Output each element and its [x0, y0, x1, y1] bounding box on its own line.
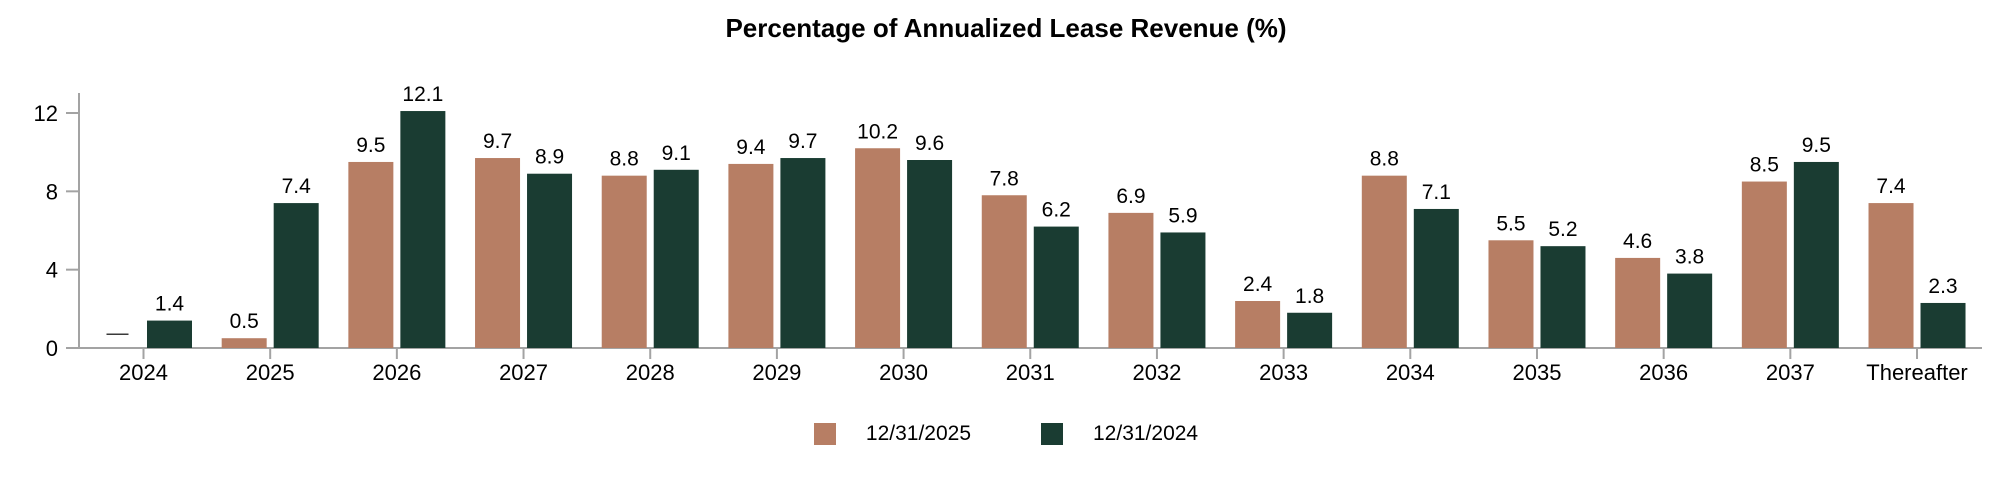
x-category-label: 2035 [1513, 360, 1562, 385]
bar-12-31-2024-2028 [653, 169, 699, 348]
x-category-label: 2024 [119, 360, 168, 385]
bar-value-label-2034: 7.1 [1422, 181, 1451, 204]
bar-12-31-2025-2031 [981, 195, 1027, 348]
bar-12-31-2025-2035 [1488, 240, 1534, 348]
bar-value-label-2025: 7.4 [282, 175, 312, 198]
x-category-label: 2028 [626, 360, 675, 385]
bar-value-label-2033: 1.8 [1295, 285, 1324, 308]
y-tick-label: 4 [46, 258, 58, 283]
bar-12-31-2025-2037 [1741, 181, 1787, 348]
bar-value-label-2036: 3.8 [1675, 246, 1704, 269]
bar-value-label-2029: 9.7 [788, 130, 817, 153]
bar-value-label-2037: 9.5 [1802, 134, 1831, 157]
y-tick-label: 8 [46, 179, 58, 204]
bar-12-31-2025-2033 [1235, 301, 1281, 348]
bar-value-label-Thereafter: 7.4 [1876, 175, 1906, 198]
legend-label-12-31-2025: 12/31/2025 [865, 422, 971, 445]
bar-12-31-2024-2032 [1160, 232, 1206, 348]
bar-12-31-2025-2029 [728, 163, 774, 348]
bar-12-31-2025-Thereafter [1868, 203, 1914, 348]
x-category-label: 2027 [499, 360, 548, 385]
bar-12-31-2024-2035 [1540, 246, 1586, 348]
bar-12-31-2024-2029 [780, 158, 826, 348]
bar-value-label-2033: 2.4 [1243, 273, 1273, 296]
x-category-label: 2033 [1259, 360, 1308, 385]
legend-swatch-12-31-2024 [1041, 423, 1063, 445]
bar-12-31-2025-2034 [1361, 175, 1407, 348]
bar-value-label-2035: 5.2 [1548, 218, 1577, 241]
legend-item-12-31-2025: 12/31/2025 [813, 422, 971, 446]
bar-12-31-2024-2036 [1667, 273, 1713, 348]
bar-value-label-2030: 10.2 [857, 120, 898, 143]
bar-12-31-2025-2027 [475, 158, 521, 348]
bar-value-label-2035: 5.5 [1496, 212, 1525, 235]
bar-12-31-2025-2030 [855, 148, 901, 348]
bar-value-label-2029: 9.4 [736, 136, 766, 159]
x-category-label: 2031 [1006, 360, 1055, 385]
bar-12-31-2025-2025 [221, 338, 267, 348]
x-category-label: 2029 [752, 360, 801, 385]
bar-12-31-2025-2036 [1615, 257, 1661, 348]
bar-value-label-2026: 12.1 [402, 83, 443, 106]
x-category-label: 2037 [1766, 360, 1815, 385]
bar-value-label-2037: 8.5 [1750, 154, 1779, 177]
legend-label-12-31-2024: 12/31/2024 [1093, 422, 1199, 445]
x-category-label: Thereafter [1866, 360, 1968, 385]
bar-12-31-2025-2028 [601, 175, 647, 348]
bar-value-label-2032: 5.9 [1168, 204, 1197, 227]
x-category-label: 2030 [879, 360, 928, 385]
bar-value-label-2034: 8.8 [1370, 148, 1399, 171]
bar-value-label-2028: 8.8 [610, 148, 639, 171]
null-value-dash-2024: — [107, 320, 129, 345]
bar-value-label-2024: 1.4 [155, 293, 185, 316]
bar-12-31-2024-2031 [1033, 226, 1079, 348]
bar-value-label-2032: 6.9 [1116, 185, 1145, 208]
bar-value-label-2031: 7.8 [990, 167, 1019, 190]
bar-value-label-2028: 9.1 [662, 142, 691, 165]
bar-12-31-2025-2026 [348, 161, 394, 348]
bar-12-31-2024-2037 [1793, 161, 1839, 348]
bar-12-31-2024-2027 [527, 173, 573, 348]
bar-12-31-2024-2024 [147, 320, 192, 348]
bar-value-label-2030: 9.6 [915, 132, 944, 155]
bar-value-label-2031: 6.2 [1042, 199, 1071, 222]
bar-12-31-2024-2025 [273, 203, 319, 348]
bar-value-label-2027: 9.7 [483, 130, 512, 153]
bar-12-31-2024-2026 [400, 111, 446, 349]
legend-item-12-31-2024: 12/31/2024 [1041, 422, 1198, 446]
x-category-label: 2025 [246, 360, 295, 385]
chart-title: Percentage of Annualized Lease Revenue (… [725, 13, 1287, 43]
x-category-label: 2034 [1386, 360, 1435, 385]
y-tick-label: 12 [34, 101, 58, 126]
bar-12-31-2024-Thereafter [1920, 302, 1966, 348]
bar-12-31-2024-2034 [1413, 208, 1459, 348]
bar-value-label-Thereafter: 2.3 [1928, 275, 1957, 298]
x-category-label: 2026 [372, 360, 421, 385]
bar-value-label-2036: 4.6 [1623, 230, 1652, 253]
legend-swatch-12-31-2025 [813, 423, 836, 445]
x-category-label: 2032 [1132, 360, 1181, 385]
bar-value-label-2026: 9.5 [356, 134, 385, 157]
chart-legend: 12/31/2025 12/31/2024 [0, 422, 2012, 446]
y-tick-label: 0 [46, 336, 58, 361]
bar-value-label-2025: 0.5 [230, 310, 259, 333]
x-category-label: 2036 [1639, 360, 1688, 385]
bar-12-31-2024-2033 [1287, 312, 1333, 348]
bar-12-31-2025-2032 [1108, 212, 1154, 348]
bar-value-label-2027: 8.9 [535, 146, 564, 169]
bar-12-31-2024-2030 [907, 160, 953, 348]
